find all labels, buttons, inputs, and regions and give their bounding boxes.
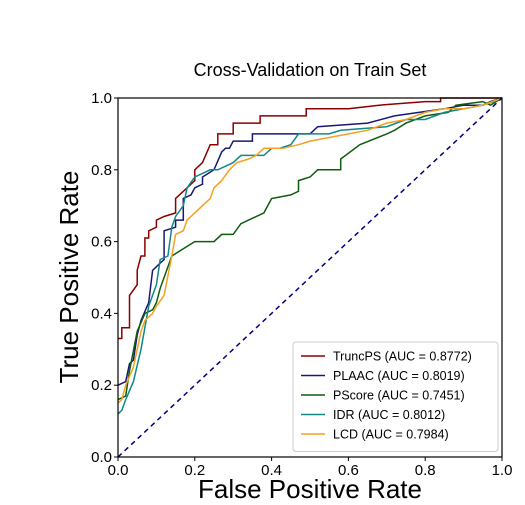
- x-axis-label: False Positive Rate: [198, 474, 422, 504]
- y-tick-label: 0.6: [91, 234, 112, 251]
- legend-label: PScore (AUC = 0.7451): [333, 389, 465, 403]
- x-tick-label: 0.6: [338, 462, 359, 479]
- x-tick-label: 1.0: [492, 462, 513, 479]
- y-axis-label: True Positive Rate: [54, 171, 84, 384]
- y-axis: 0.0 0.2 0.4 0.6 0.8 1.0: [91, 90, 118, 466]
- legend-label: IDR (AUC = 0.8012): [333, 408, 445, 422]
- y-tick-label: 0.2: [91, 377, 112, 394]
- chance-diagonal-line: [117, 97, 503, 458]
- series-line-1: [117, 97, 503, 386]
- legend-label: PLAAC (AUC = 0.8019): [333, 369, 465, 383]
- legend-box: [292, 341, 499, 452]
- series-line-4: [117, 97, 503, 404]
- x-tick-label: 0.4: [261, 462, 282, 479]
- y-tick-label: 1.0: [91, 90, 112, 107]
- legend-label: TruncPS (AUC = 0.8772): [333, 350, 472, 364]
- legend: TruncPS (AUC = 0.8772) PLAAC (AUC = 0.801…: [292, 341, 499, 452]
- x-tick-label: 0.2: [184, 462, 205, 479]
- x-tick-label: 0.0: [108, 462, 129, 479]
- y-tick-label: 0.0: [91, 449, 112, 466]
- plot-area: [117, 97, 503, 458]
- plot-frame: [117, 97, 503, 458]
- legend-label: LCD (AUC = 0.7984): [333, 428, 449, 442]
- x-axis: 0.0 0.2 0.4 0.6 0.8 1.0: [108, 457, 513, 479]
- series-line-3: [117, 97, 503, 415]
- y-tick-label: 0.8: [91, 162, 112, 179]
- x-tick-label: 0.8: [415, 462, 436, 479]
- y-tick-label: 0.4: [91, 305, 112, 322]
- chart-title: Cross-Validation on Train Set: [194, 60, 427, 80]
